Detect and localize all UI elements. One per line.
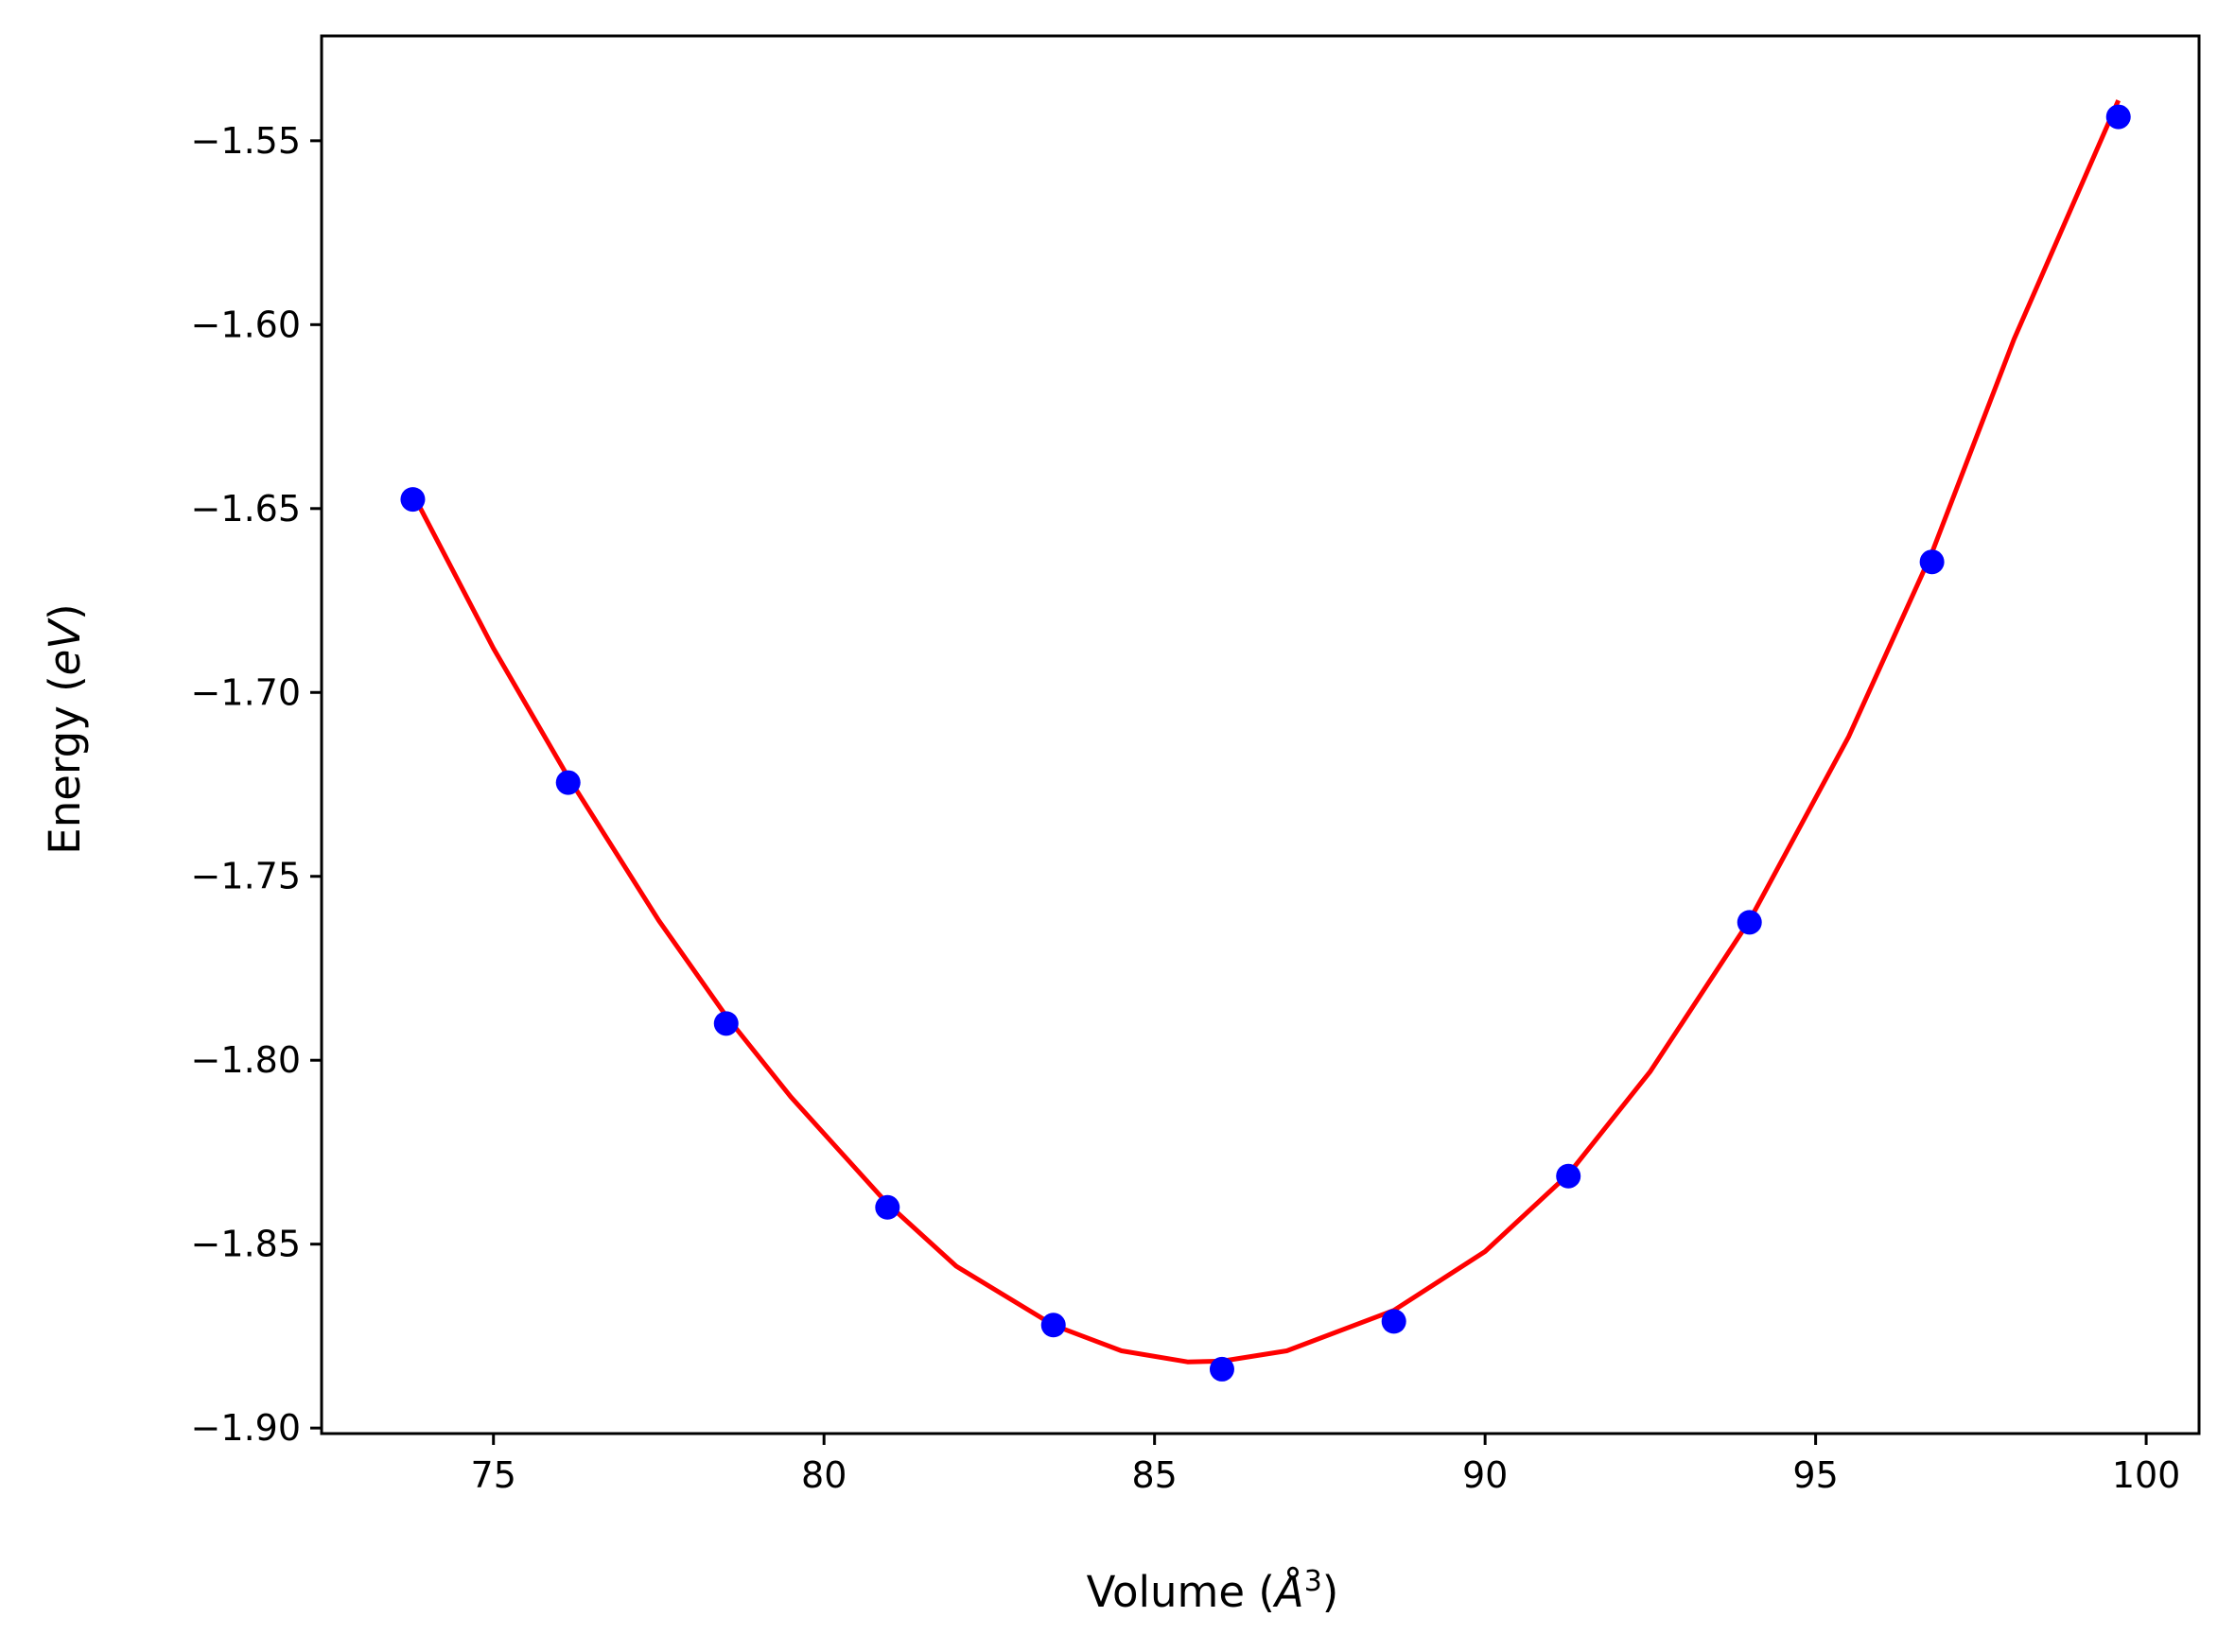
- x-tick-label: 80: [801, 1454, 847, 1496]
- data-point: [1381, 1309, 1406, 1334]
- y-axis-label-end: ): [40, 603, 90, 620]
- x-tick-label: 90: [1462, 1454, 1508, 1496]
- y-tick-label: −1.70: [191, 671, 301, 713]
- fit-curve-line: [410, 99, 2121, 1365]
- data-point: [1556, 1163, 1581, 1189]
- x-axis-label-symbol: Å: [1272, 1567, 1304, 1617]
- x-axis-ticks: 75 80 85 90 95 100: [471, 1434, 2181, 1496]
- plot-frame: [320, 34, 2201, 1435]
- y-tick-label: −1.55: [191, 120, 301, 162]
- data-point: [400, 487, 426, 513]
- data-point: [1919, 549, 1945, 575]
- data-point: [875, 1194, 900, 1220]
- y-tick-label: −1.60: [191, 304, 301, 345]
- data-point: [2105, 104, 2131, 130]
- x-tick-label: 75: [471, 1454, 516, 1496]
- x-axis-label-superscript: 3: [1304, 1565, 1322, 1598]
- x-axis-label-text: Volume (: [1087, 1567, 1275, 1617]
- data-point: [555, 770, 581, 795]
- x-axis-label-end: ): [1322, 1567, 1339, 1617]
- y-tick-label: −1.85: [191, 1224, 301, 1265]
- data-point: [1040, 1313, 1066, 1338]
- y-tick-label: −1.80: [191, 1039, 301, 1081]
- y-axis-label-text: Energy (: [40, 675, 90, 854]
- data-point: [713, 1011, 739, 1036]
- x-tick-label: 100: [2112, 1454, 2181, 1496]
- y-axis-label-unit: eV: [40, 617, 90, 676]
- x-tick-label: 85: [1131, 1454, 1177, 1496]
- data-point: [1209, 1356, 1234, 1382]
- x-axis-label: Volume (Å3): [1087, 1565, 1339, 1618]
- data-point: [1737, 910, 1762, 935]
- y-tick-label: −1.65: [191, 488, 301, 530]
- y-tick-label: −1.90: [191, 1407, 301, 1449]
- y-axis-ticks: −1.90 −1.85 −1.80 −1.75 −1.70 −1.65 −1.60 −1.55: [191, 120, 322, 1449]
- data-points: [400, 104, 2131, 1382]
- y-axis-label: Energy (eV): [40, 603, 90, 854]
- x-tick-label: 95: [1792, 1454, 1838, 1496]
- y-tick-label: −1.75: [191, 856, 301, 897]
